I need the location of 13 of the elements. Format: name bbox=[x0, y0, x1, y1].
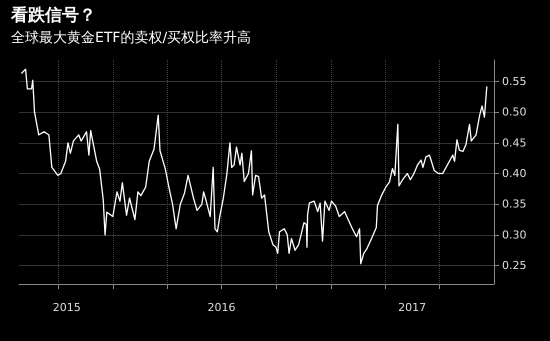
x-tick-label: 2016 bbox=[208, 301, 236, 314]
y-tick-label: 0.35 bbox=[502, 198, 526, 211]
chart-subtitle: 全球最大黄金ETF的卖权/买权比率升高 bbox=[11, 30, 252, 46]
y-tick-label: 0.50 bbox=[502, 106, 526, 119]
y-tick-label: 0.30 bbox=[502, 228, 526, 242]
y-tick-label: 0.25 bbox=[502, 259, 526, 272]
chart-title: 看跌信号？ bbox=[10, 6, 96, 26]
y-tick-label: 0.55 bbox=[502, 74, 526, 88]
y-tick-label: 0.45 bbox=[502, 136, 526, 150]
line-series bbox=[20, 68, 488, 264]
x-tick-label: 2015 bbox=[52, 301, 81, 314]
x-tick-label: 2017 bbox=[398, 301, 426, 314]
y-tick-label: 0.40 bbox=[502, 167, 526, 180]
